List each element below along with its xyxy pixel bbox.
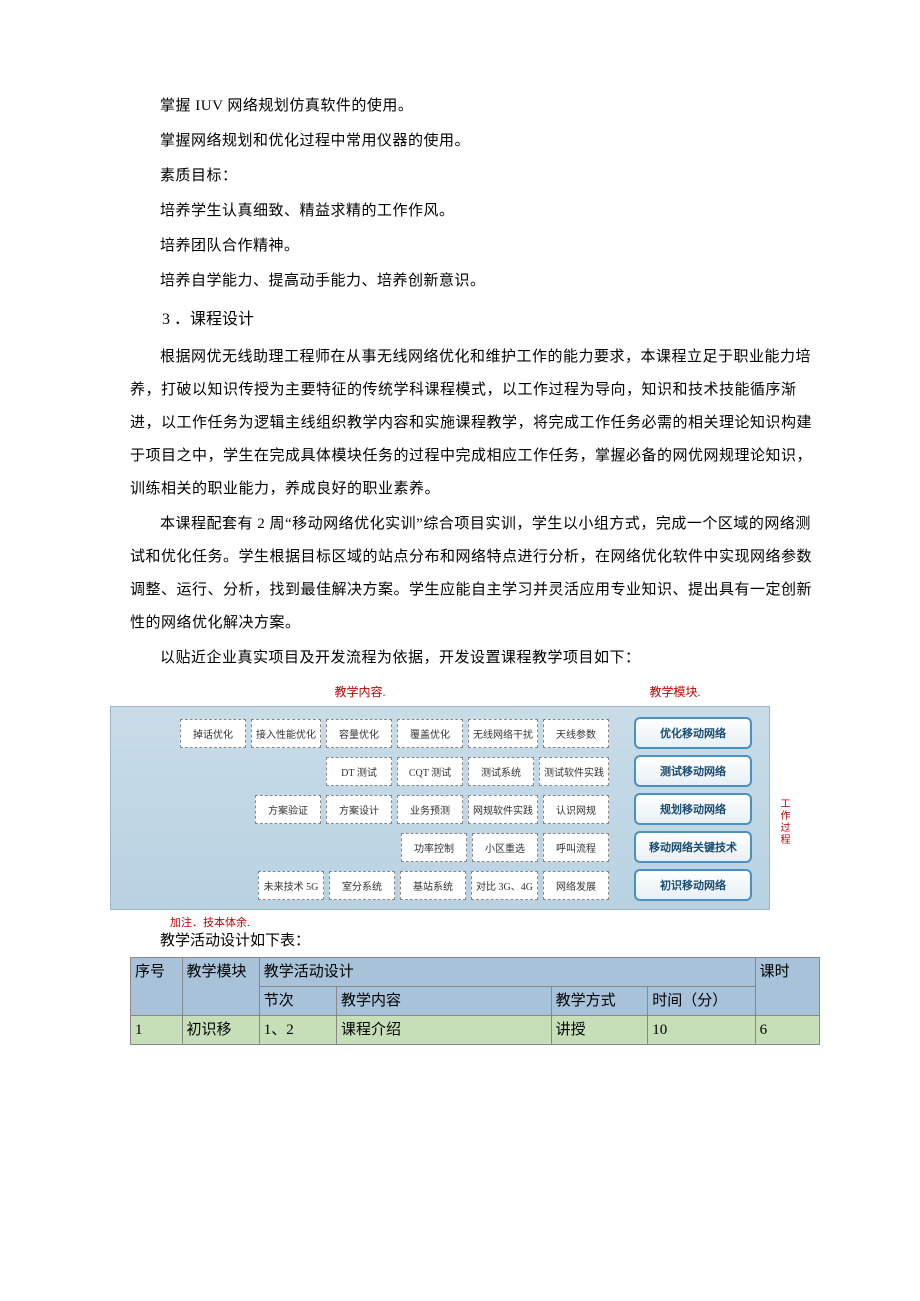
para-quality-title: 素质目标： [130,160,820,193]
diagram-row: 方案验证 方案设计 业务预测 网规软件实践 认识网规 规划移动网络 [119,793,761,825]
para-design-1: 根据网优无线助理工程师在从事无线网络优化和维护工作的能力要求，本课程立足于职业能… [130,341,820,506]
th-content: 教学内容 [337,987,552,1016]
teaching-diagram: 教学内容. 教学模块. 掉话优化 接入性能优化 容量优化 覆盖优化 无线网络干扰… [110,683,800,930]
td-seq: 1 [131,1016,183,1045]
diagram-cell: 室分系统 [329,871,395,900]
td-time: 10 [648,1016,755,1045]
diagram-cell: 功率控制 [401,833,467,862]
diagram-row: DT 测试 CQT 测试 测试系统 测试软件实践 测试移动网络 [119,755,761,787]
td-section: 1、2 [259,1016,336,1045]
diagram-module: 优化移动网络 [634,717,752,749]
diagram-module: 初识移动网络 [634,869,752,901]
diagram-row: 掉话优化 接入性能优化 容量优化 覆盖优化 无线网络干扰 天线参数 优化移动网络 [119,717,761,749]
diagram-cell: 网规软件实践 [468,795,538,824]
diagram-cell: CQT 测试 [397,757,463,786]
th-section: 节次 [259,987,336,1016]
table-row: 1 初识移 1、2 课程介绍 讲授 10 6 [131,1016,820,1045]
diagram-cell: 容量优化 [326,719,392,748]
diagram-module: 测试移动网络 [634,755,752,787]
td-method: 讲授 [551,1016,648,1045]
diagram-cell: 业务预测 [397,795,463,824]
diagram-cell: 网络发展 [543,871,609,900]
diagram-cell: 接入性能优化 [251,719,321,748]
diagram-body: 掉话优化 接入性能优化 容量优化 覆盖优化 无线网络干扰 天线参数 优化移动网络… [110,706,770,910]
th-seq: 序号 [131,958,183,1016]
para-design-3: 以贴近企业真实项目及开发流程为依据，开发设置课程教学项目如下： [130,642,820,675]
th-hours: 课时 [755,958,819,1016]
section-3-heading: 3 ．课程设计 [130,302,820,337]
para-skill-2: 掌握网络规划和优化过程中常用仪器的使用。 [130,125,820,158]
diagram-row: 未来技术 5G 室分系统 基站系统 对比 3G、4G 网络发展 初识移动网络 [119,869,761,901]
diagram-module: 移动网络关键技术 [634,831,752,863]
para-skill-1: 掌握 IUV 网络规划仿真软件的使用。 [130,90,820,123]
diagram-cell: 对比 3G、4G [471,871,538,900]
diagram-cell: 基站系统 [400,871,466,900]
diagram-annotation: 加注．技本体余. [170,914,800,930]
diagram-header-left: 教学内容. [110,683,490,700]
activity-table-intro: 教学活动设计如下表： [130,928,820,955]
diagram-side-label: 工作过程 [776,798,791,846]
diagram-row: 功率控制 小区重选 呼叫流程 移动网络关键技术 [119,831,761,863]
diagram-module: 规划移动网络 [634,793,752,825]
td-module: 初识移 [182,1016,259,1045]
para-quality-1: 培养学生认真细致、精益求精的工作作风。 [130,195,820,228]
diagram-cell: 认识网规 [543,795,609,824]
diagram-cell: 未来技术 5G [258,871,324,900]
activity-table: 序号 教学模块 教学活动设计 课时 节次 教学内容 教学方式 时间（分） 1 初… [130,957,820,1045]
diagram-cell: DT 测试 [326,757,392,786]
diagram-cell: 天线参数 [543,719,609,748]
td-hours: 6 [755,1016,819,1045]
th-design: 教学活动设计 [259,958,755,987]
th-method: 教学方式 [551,987,648,1016]
diagram-cell: 测试系统 [468,757,534,786]
th-module: 教学模块 [182,958,259,1016]
para-quality-3: 培养自学能力、提高动手能力、培养创新意识。 [130,265,820,298]
diagram-cell: 覆盖优化 [397,719,463,748]
para-quality-2: 培养团队合作精神。 [130,230,820,263]
diagram-cell: 小区重选 [472,833,538,862]
td-content: 课程介绍 [337,1016,552,1045]
diagram-header-right: 教学模块. [490,683,800,700]
th-time: 时间（分） [648,987,755,1016]
diagram-cell: 方案设计 [326,795,392,824]
para-design-2: 本课程配套有 2 周“移动网络优化实训”综合项目实训，学生以小组方式，完成一个区… [130,508,820,640]
diagram-cell: 方案验证 [255,795,321,824]
diagram-cell: 呼叫流程 [543,833,609,862]
diagram-cell: 测试软件实践 [539,757,609,786]
diagram-cell: 无线网络干扰 [468,719,538,748]
diagram-cell: 掉话优化 [180,719,246,748]
